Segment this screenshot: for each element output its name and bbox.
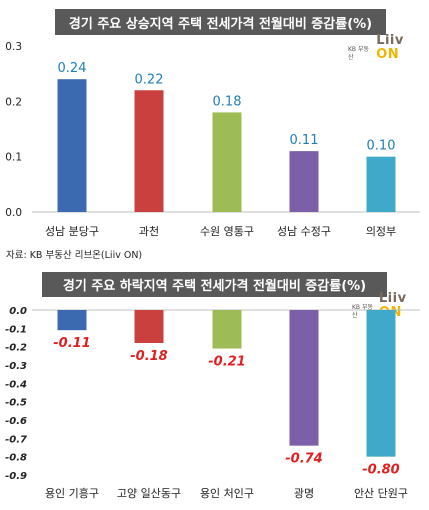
- bar-4: [366, 310, 396, 457]
- logo-on-text: ON: [376, 47, 400, 62]
- bar-4: [366, 156, 396, 212]
- bar-3: [289, 151, 319, 212]
- y-tick-label-7: -0.7: [5, 434, 27, 445]
- bar-1: [134, 90, 164, 212]
- category-label-3: 성남 수정구: [277, 225, 331, 238]
- rising-regions-chart: 0.0 0.1 0.2 0.3 0.24 성남 분당구 0.22 과천 0.18 수원 영통구 0.…: [5, 41, 420, 238]
- bottom-chart-title: 경기 주요 하락지역 주택 전세가격 전월대비 증감률(%): [42, 272, 387, 297]
- data-label-0: 0.24: [58, 61, 87, 76]
- logo-liiv-text: Liiv: [376, 33, 404, 48]
- y-tick-label-0: 0.0: [5, 207, 22, 219]
- source-note: 자료: KB 부동산 리브온(Liiv ON): [6, 250, 143, 261]
- y-tick-label-2: 0.2: [5, 96, 22, 108]
- kb-liiv-on-logo: KB 부동산 Liiv ON: [348, 34, 429, 62]
- category-label-2: 수원 영통구: [200, 225, 254, 238]
- category-label-4: 안산 단원구: [354, 487, 408, 500]
- y-tick-label-3: -0.3: [5, 361, 27, 372]
- data-label-2: 0.18: [213, 94, 242, 109]
- y-tick-label-4: -0.4: [5, 379, 27, 390]
- data-label-4: -0.80: [362, 463, 399, 478]
- category-label-1: 과천: [139, 224, 159, 238]
- category-label-0: 용인 기흥구: [45, 486, 99, 500]
- bar-0: [57, 310, 87, 331]
- y-tick-label-1: -0.1: [5, 324, 27, 335]
- y-tick-label-5: -0.5: [5, 398, 27, 409]
- logo-liiv-text-2: Liiv: [378, 291, 407, 306]
- data-label-1: 0.22: [135, 72, 164, 87]
- logo-kb-text-2: KB 부동산: [352, 304, 373, 319]
- category-label-0: 성남 분당구: [45, 225, 99, 238]
- data-label-3: -0.74: [285, 452, 322, 467]
- bar-2: [212, 310, 242, 349]
- category-label-3: 광명: [294, 487, 314, 500]
- y-tick-label-0: 0.0: [9, 306, 27, 317]
- bar-3: [289, 310, 319, 446]
- top-chart-title: 경기 주요 상승지역 주택 전세가격 전월대비 증감률(%): [55, 9, 386, 35]
- y-tick-label-3: 0.3: [5, 41, 22, 53]
- category-label-4: 의정부: [366, 225, 396, 238]
- bar-1: [134, 310, 164, 343]
- data-label-0: -0.11: [53, 336, 90, 351]
- category-label-1: 고양 일산동구: [117, 486, 181, 500]
- data-label-2: -0.21: [208, 355, 245, 370]
- bar-2: [212, 112, 242, 212]
- y-tick-label-8: -0.8: [5, 453, 27, 464]
- logo-kb-text: KB 부동산: [348, 46, 369, 61]
- y-tick-label-2: -0.2: [5, 343, 27, 354]
- bar-0: [57, 79, 87, 212]
- y-tick-label-6: -0.6: [5, 416, 27, 427]
- y-tick-label-9: -0.9: [5, 471, 27, 482]
- data-label-1: -0.18: [130, 349, 167, 364]
- data-label-4: 0.10: [367, 139, 396, 154]
- category-label-2: 용인 처인구: [200, 487, 254, 500]
- data-label-3: 0.11: [290, 133, 319, 148]
- y-tick-label-1: 0.1: [5, 152, 22, 164]
